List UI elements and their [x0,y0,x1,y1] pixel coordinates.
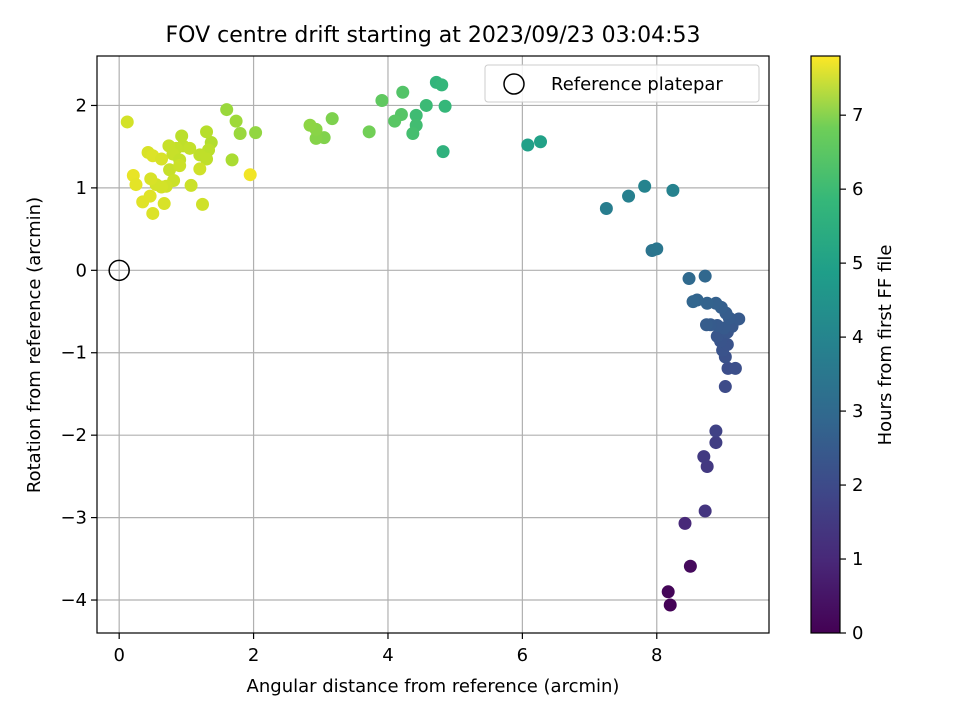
data-point [650,242,664,256]
data-point [163,163,177,177]
data-point [173,159,187,173]
data-point [375,94,389,108]
legend-box [484,64,760,103]
data-point [686,295,700,309]
y-tick-label: −4 [60,590,87,611]
data-point [666,183,680,197]
data-point [146,206,160,220]
reference-platepar-marker [108,259,130,282]
data-point [700,318,714,332]
colorbar-label: Hours from first FF file [875,245,896,446]
data-point [406,126,420,140]
data-point [143,189,157,203]
data-point [697,450,711,464]
data-point [220,103,234,117]
data-point [683,559,697,573]
x-axis-ticks: 0 2 4 6 8 [113,633,663,666]
colorbar-tick-label: 0 [852,623,863,644]
y-tick-label: −2 [60,425,87,446]
data-point [700,296,714,310]
data-point [229,114,243,128]
data-point [678,516,692,530]
data-points [120,75,746,612]
data-point [700,459,714,473]
y-axis-ticks: 2 1 0 −1 −2 −3 −4 [60,95,97,611]
colorbar-tick-label: 7 [852,105,863,126]
colorbar-tick-label: 2 [852,475,863,496]
legend: Reference platepar [484,64,760,103]
data-point [698,504,712,518]
colorbar-tick-label: 3 [852,401,863,422]
legend-label-reference-platepar: Reference platepar [551,74,723,95]
colorbar-tick-label: 6 [852,179,863,200]
data-point [709,424,723,438]
data-point [396,85,410,99]
y-tick-label: −3 [60,508,87,529]
data-point [200,125,214,139]
data-point [388,114,402,128]
data-point [243,168,257,182]
data-point [661,585,675,599]
data-point [325,112,339,126]
data-point [622,189,636,203]
y-tick-label: 0 [76,260,87,281]
data-point [129,178,143,192]
data-point [249,126,263,140]
x-tick-label: 4 [382,645,393,666]
x-tick-label: 0 [113,645,124,666]
data-point [233,126,247,140]
data-point [638,179,652,193]
y-tick-label: −1 [60,343,87,364]
data-point [728,361,742,375]
data-point [698,269,712,283]
data-point [419,98,433,112]
data-point [183,141,197,155]
x-tick-label: 8 [651,645,662,666]
data-point [663,598,677,612]
colorbar-tick-label: 4 [852,327,863,348]
data-point [184,178,198,192]
data-point [303,118,317,132]
data-point [732,312,746,326]
data-point [193,162,207,176]
data-point [225,153,239,167]
y-tick-label: 1 [76,178,87,199]
colorbar-ticks: 0 1 2 3 4 5 6 7 [840,105,863,644]
colorbar: 0 1 2 3 4 5 6 7 Hours from first FF file [810,55,896,644]
y-tick-label: 2 [76,95,87,116]
data-point [709,436,723,450]
data-point [196,197,210,211]
plot-frame [96,55,770,634]
data-point [436,145,450,159]
data-point [599,201,613,215]
data-point [309,131,323,145]
legend-marker-open-circle [503,73,525,95]
data-point [435,78,449,92]
data-point [155,180,169,194]
data-point [521,138,535,152]
data-point [362,125,376,139]
data-point [155,152,169,166]
data-point [718,380,732,394]
data-point [682,272,696,286]
chart-title: FOV centre drift starting at 2023/09/23 … [166,23,701,48]
x-tick-label: 2 [248,645,259,666]
data-point [144,172,158,186]
colorbar-gradient [810,55,841,634]
data-point [157,197,171,211]
colorbar-tick-label: 5 [852,253,863,274]
x-tick-label: 6 [517,645,528,666]
data-point [120,115,134,129]
colorbar-tick-label: 1 [852,549,863,570]
data-point [200,152,214,166]
y-axis-label: Rotation from reference (arcmin) [24,197,45,493]
data-point [175,129,189,143]
data-point [409,108,423,122]
data-point [534,135,548,149]
x-axis-label: Angular distance from reference (arcmin) [247,676,620,697]
data-point [438,99,452,113]
plot-background [97,56,769,633]
grid-lines [97,56,769,633]
